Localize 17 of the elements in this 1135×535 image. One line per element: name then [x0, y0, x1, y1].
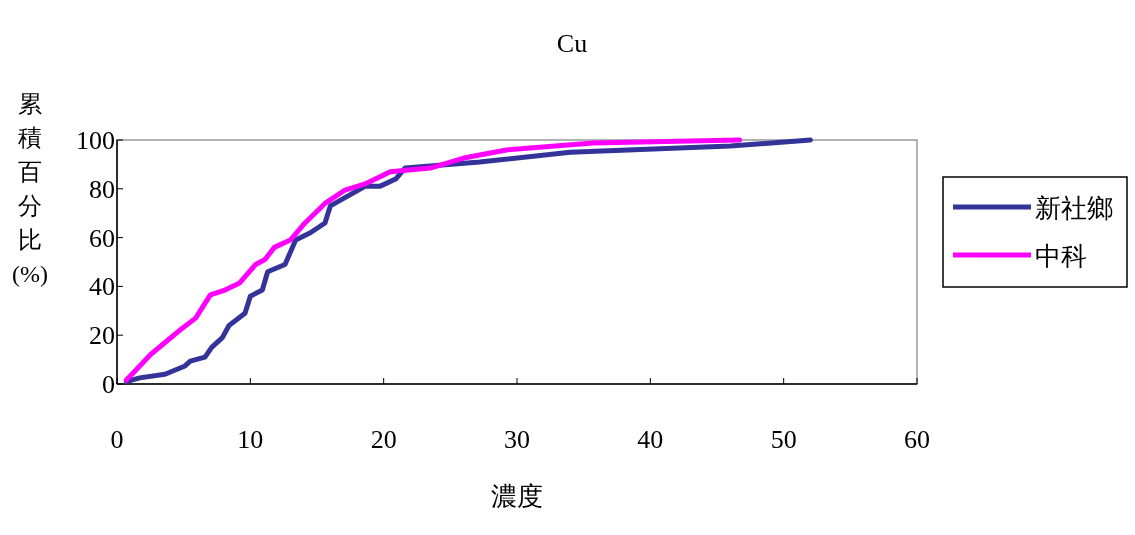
y-tick-label: 60	[89, 223, 115, 253]
x-tick-label: 60	[904, 425, 930, 454]
legend-label: 中科	[1035, 242, 1087, 271]
y-axis-title: 累積百分比(%)	[12, 91, 48, 287]
y-tick-label: 100	[76, 126, 115, 155]
x-tick-label: 40	[637, 425, 664, 454]
legend-label: 新社鄉	[1035, 194, 1113, 223]
x-tick-label: 20	[370, 425, 397, 454]
chart-title: Cu	[556, 29, 588, 58]
y-tick-label: 0	[102, 370, 115, 399]
x-axis-title: 濃度	[491, 482, 543, 511]
y-tick-label: 40	[89, 272, 115, 302]
x-tick-label: 30	[504, 425, 530, 454]
x-tick-label: 50	[770, 425, 797, 454]
y-tick-label: 80	[89, 174, 115, 204]
x-tick-label: 10	[237, 425, 264, 454]
y-tick-label: 20	[89, 321, 115, 351]
